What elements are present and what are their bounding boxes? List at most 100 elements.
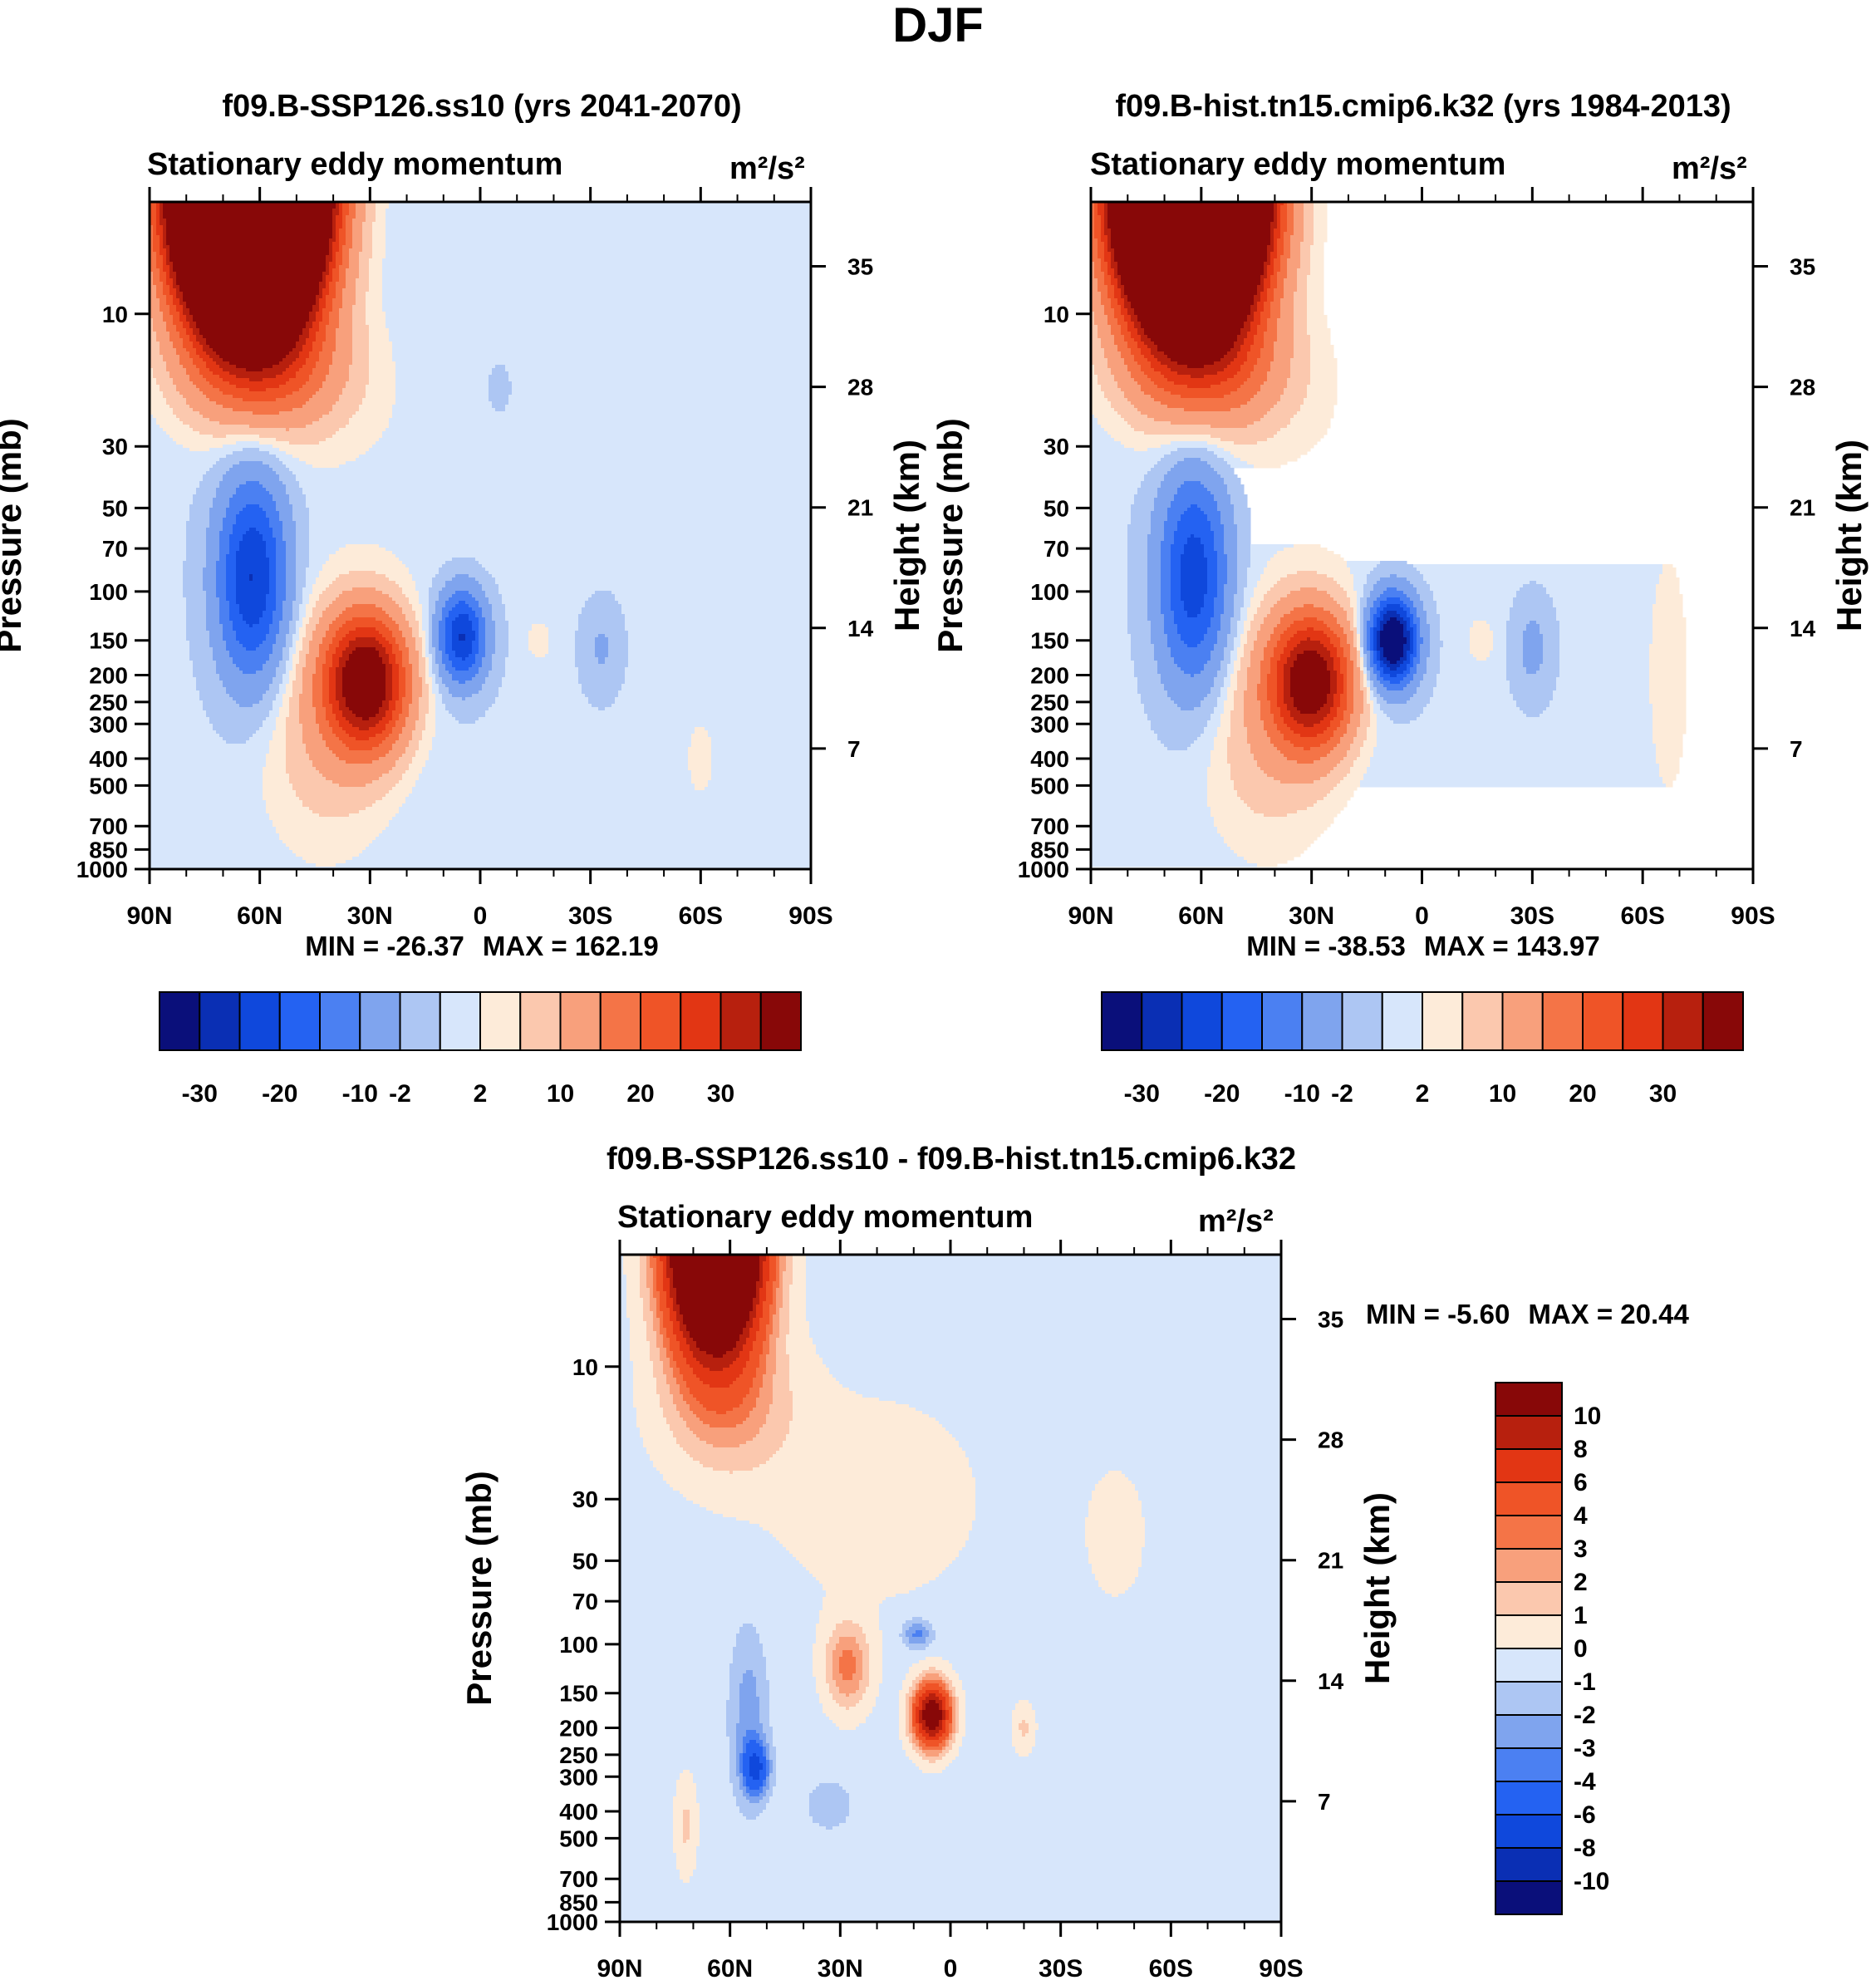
contour-cell xyxy=(1250,624,1261,628)
contour-cell xyxy=(1147,601,1161,605)
contour-cell xyxy=(1264,415,1294,419)
contour-cell xyxy=(203,581,217,585)
contour-cell xyxy=(206,395,233,399)
contour-cell xyxy=(1264,272,1268,276)
contour-cell xyxy=(236,597,267,602)
contour-cell xyxy=(166,252,170,256)
contour-cell xyxy=(1147,551,1161,555)
contour-cell xyxy=(1147,604,1161,608)
contour-cell xyxy=(1151,634,1168,638)
contour-cell xyxy=(186,597,207,602)
contour-cell xyxy=(1300,255,1311,259)
contour-cell xyxy=(150,491,197,495)
contour-cell xyxy=(1131,332,1138,336)
contour-cell xyxy=(236,554,267,558)
contour-cell xyxy=(286,767,317,771)
contour-cell xyxy=(150,810,267,814)
contour-cell xyxy=(1274,295,1284,299)
contour-cell xyxy=(322,385,346,389)
contour-cell xyxy=(386,238,812,243)
contour-cell xyxy=(1121,355,1135,359)
contour-cell xyxy=(336,265,340,269)
contour-cell xyxy=(1247,401,1278,405)
contour-cell xyxy=(322,295,327,299)
contour-cell xyxy=(1111,328,1122,332)
contour-cell xyxy=(1201,538,1215,542)
contour-cell xyxy=(399,694,406,698)
contour-cell xyxy=(239,641,263,645)
contour-cell xyxy=(489,601,503,605)
contour-cell xyxy=(186,328,194,332)
contour-cell xyxy=(259,700,273,705)
contour-cell xyxy=(479,601,489,605)
contour-cell xyxy=(296,528,310,532)
contour-cell xyxy=(1244,651,1251,655)
contour-cell xyxy=(326,378,350,382)
contour-cell xyxy=(236,601,267,605)
contour-cell xyxy=(339,395,366,399)
contour-cell xyxy=(229,468,273,472)
y-tick-label: 100 xyxy=(89,579,128,605)
contour-cell xyxy=(1420,651,1431,655)
contour-cell xyxy=(336,222,343,226)
contour-cell xyxy=(326,325,340,329)
contour-cell xyxy=(352,225,363,229)
contour-cell xyxy=(266,597,277,602)
contour-cell xyxy=(445,641,453,645)
contour-cell xyxy=(206,544,220,548)
contour-cell xyxy=(150,734,220,738)
contour-cell xyxy=(150,800,267,804)
contour-cell xyxy=(1357,617,1361,622)
contour-cell xyxy=(336,597,393,602)
contour-cell xyxy=(322,704,333,708)
contour-cell xyxy=(1121,295,1128,299)
contour-cell xyxy=(150,478,204,482)
contour-cell xyxy=(186,528,207,532)
contour-cell xyxy=(332,710,343,715)
contour-cell xyxy=(415,641,423,645)
contour-cell xyxy=(306,504,812,509)
contour-cell xyxy=(1264,288,1268,292)
contour-cell xyxy=(1254,614,1268,618)
contour-cell xyxy=(1400,614,1407,618)
contour-cell xyxy=(186,332,194,336)
contour-cell xyxy=(1207,558,1218,562)
contour-cell xyxy=(289,847,366,851)
contour-cell xyxy=(1287,574,1328,578)
contour-cell xyxy=(223,474,280,479)
contour-cell xyxy=(219,375,237,379)
contour-cell xyxy=(269,464,287,469)
contour-cell xyxy=(1290,248,1301,253)
contour-cell xyxy=(183,338,190,342)
contour-cell xyxy=(1177,461,1208,465)
contour-cell xyxy=(150,760,267,764)
contour-cell xyxy=(1297,288,1308,292)
contour-cell xyxy=(1207,514,1221,518)
contour-cell xyxy=(1244,325,1251,329)
contour-cell xyxy=(405,617,416,622)
contour-cell xyxy=(1104,348,1118,352)
contour-cell xyxy=(160,345,174,349)
contour-cell xyxy=(296,591,303,595)
contour-cell xyxy=(435,674,440,678)
contour-cell xyxy=(316,657,327,661)
contour-cell xyxy=(1197,644,1215,648)
contour-cell xyxy=(206,597,220,602)
contour-cell xyxy=(1171,421,1255,425)
contour-cell xyxy=(1290,371,1311,376)
contour-cell xyxy=(1347,617,1354,622)
contour-cell xyxy=(1091,385,1102,389)
contour-cell xyxy=(372,222,386,226)
contour-cell xyxy=(366,212,376,216)
contour-cell xyxy=(1274,627,1288,631)
contour-cell xyxy=(1127,624,1152,628)
contour-cell xyxy=(349,258,360,263)
contour-cell xyxy=(508,621,579,625)
contour-cell xyxy=(1184,408,1231,412)
contour-cell xyxy=(186,541,207,545)
contour-cell xyxy=(352,857,812,861)
contour-cell xyxy=(1227,561,1238,565)
contour-cell xyxy=(150,441,177,445)
contour-cell xyxy=(548,634,576,638)
contour-cell xyxy=(1353,634,1358,638)
